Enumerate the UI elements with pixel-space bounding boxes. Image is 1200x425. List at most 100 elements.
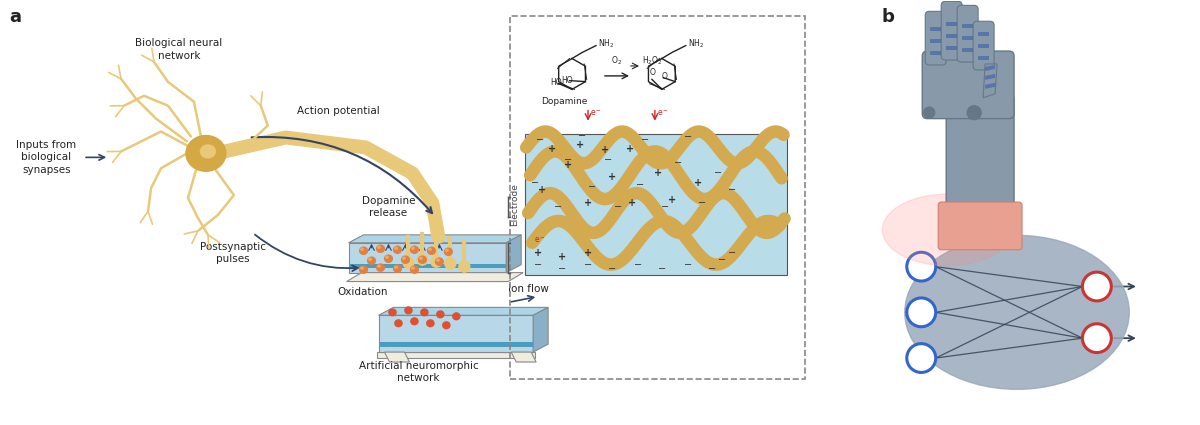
Ellipse shape: [431, 256, 442, 267]
Text: −: −: [608, 264, 616, 274]
Text: −: −: [564, 156, 572, 165]
FancyBboxPatch shape: [946, 34, 958, 38]
FancyBboxPatch shape: [941, 1, 962, 60]
Text: −: −: [558, 264, 566, 274]
Text: −: −: [636, 180, 644, 190]
Ellipse shape: [402, 256, 409, 263]
Text: −: −: [684, 260, 692, 269]
Text: Inputs from
biological
synapses: Inputs from biological synapses: [17, 140, 77, 175]
Text: +: +: [584, 248, 592, 258]
Text: a: a: [10, 8, 22, 26]
Ellipse shape: [410, 246, 419, 253]
Circle shape: [1082, 272, 1111, 301]
Circle shape: [907, 298, 936, 327]
FancyBboxPatch shape: [923, 51, 1014, 119]
FancyBboxPatch shape: [962, 24, 973, 28]
Circle shape: [907, 344, 936, 372]
Polygon shape: [377, 352, 535, 358]
Text: −: −: [614, 202, 622, 212]
Text: Dopamine: Dopamine: [541, 97, 587, 106]
FancyBboxPatch shape: [962, 36, 973, 40]
Text: +: +: [601, 145, 610, 156]
Polygon shape: [985, 74, 995, 80]
Ellipse shape: [394, 265, 401, 272]
Ellipse shape: [395, 320, 402, 327]
Polygon shape: [384, 352, 409, 362]
Text: −: −: [578, 130, 586, 141]
Text: +: +: [694, 178, 702, 188]
Ellipse shape: [403, 257, 414, 268]
Circle shape: [907, 252, 936, 281]
Text: b: b: [881, 8, 894, 26]
Ellipse shape: [378, 265, 380, 267]
Text: −: −: [588, 182, 596, 192]
Text: +: +: [626, 144, 634, 154]
Text: O$_2$: O$_2$: [612, 55, 623, 68]
Polygon shape: [378, 315, 533, 352]
Text: −: −: [708, 264, 716, 274]
Polygon shape: [506, 235, 521, 272]
Text: +: +: [628, 198, 636, 208]
Ellipse shape: [436, 258, 443, 265]
Ellipse shape: [377, 245, 384, 252]
Text: Ion flow: Ion flow: [509, 284, 550, 295]
Ellipse shape: [395, 247, 397, 249]
Polygon shape: [533, 307, 548, 352]
FancyBboxPatch shape: [946, 94, 1014, 248]
Ellipse shape: [420, 257, 422, 259]
Text: −: −: [718, 255, 726, 265]
Text: −: −: [661, 202, 668, 212]
FancyBboxPatch shape: [925, 11, 946, 65]
Ellipse shape: [377, 264, 384, 271]
Text: −: −: [658, 264, 666, 274]
Polygon shape: [985, 65, 995, 71]
FancyBboxPatch shape: [946, 22, 958, 26]
Text: +: +: [534, 248, 542, 258]
Text: e$^-$: e$^-$: [590, 108, 602, 118]
Ellipse shape: [395, 266, 397, 268]
Ellipse shape: [367, 257, 376, 264]
Ellipse shape: [437, 311, 444, 318]
Text: e$^-$: e$^-$: [534, 235, 546, 245]
FancyBboxPatch shape: [978, 32, 989, 36]
Text: HO: HO: [550, 78, 562, 87]
Text: O: O: [661, 72, 667, 81]
Ellipse shape: [444, 248, 452, 255]
Text: −: −: [534, 260, 542, 269]
Ellipse shape: [361, 248, 364, 250]
Ellipse shape: [445, 249, 448, 251]
Text: O: O: [650, 68, 655, 77]
Polygon shape: [511, 352, 536, 362]
Polygon shape: [347, 272, 523, 281]
Text: +: +: [584, 198, 592, 208]
Ellipse shape: [186, 136, 226, 171]
FancyBboxPatch shape: [958, 6, 978, 62]
Text: Biological neural
network: Biological neural network: [136, 38, 223, 60]
FancyBboxPatch shape: [973, 21, 994, 70]
Ellipse shape: [361, 267, 364, 269]
FancyBboxPatch shape: [946, 46, 958, 50]
Text: +: +: [667, 195, 676, 205]
Circle shape: [924, 107, 935, 118]
Text: −: −: [714, 168, 721, 178]
Text: Artificial neuromorphic
network: Artificial neuromorphic network: [359, 361, 479, 383]
Ellipse shape: [360, 247, 367, 254]
Text: −: −: [697, 198, 706, 208]
Ellipse shape: [458, 261, 470, 272]
Ellipse shape: [384, 255, 392, 262]
Polygon shape: [348, 235, 521, 243]
Ellipse shape: [428, 248, 431, 250]
Text: e$^-$: e$^-$: [656, 108, 668, 118]
Circle shape: [967, 106, 982, 119]
Text: HO: HO: [562, 76, 574, 85]
Text: Dopamine
release: Dopamine release: [361, 196, 415, 218]
Ellipse shape: [416, 254, 428, 265]
Text: −: −: [673, 159, 682, 168]
Text: +: +: [654, 168, 662, 178]
Text: H$_2$O$_2$: H$_2$O$_2$: [642, 55, 662, 68]
Ellipse shape: [412, 267, 414, 269]
Ellipse shape: [882, 194, 1012, 266]
Text: −: −: [641, 136, 649, 145]
Ellipse shape: [410, 266, 419, 273]
Ellipse shape: [394, 246, 401, 253]
